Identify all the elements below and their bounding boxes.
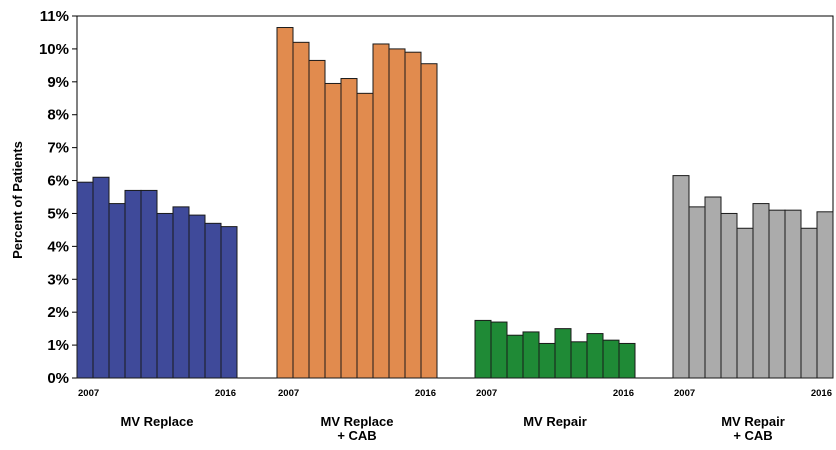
y-axis-title: Percent of Patients — [10, 141, 25, 259]
bar — [474, 319, 492, 379]
bar — [92, 176, 110, 379]
bar — [538, 342, 556, 379]
bar — [800, 227, 818, 379]
y-tick-label: 11% — [40, 8, 69, 25]
bar — [340, 78, 358, 379]
group-label-line: MV Repair — [523, 414, 587, 429]
bar — [506, 334, 524, 379]
group-label: MV Replace + CAB — [321, 414, 394, 443]
x-year-end-label: 2016 — [215, 388, 236, 399]
bar — [602, 339, 620, 379]
x-year-end-label: 2016 — [811, 388, 832, 399]
group-label-line: MV Replace — [321, 414, 394, 429]
bar — [204, 222, 222, 379]
x-year-start-label: 2007 — [476, 388, 497, 399]
bar — [618, 342, 636, 379]
y-tick-label: 4% — [47, 238, 69, 255]
bar — [388, 48, 406, 379]
x-year-end-label: 2016 — [613, 388, 634, 399]
group-label: MV Replace — [121, 414, 194, 429]
bar — [356, 92, 374, 379]
bar — [308, 59, 326, 379]
bar — [554, 328, 572, 379]
bar — [292, 41, 310, 379]
x-year-start-label: 2007 — [278, 388, 299, 399]
y-tick-label: 0% — [47, 370, 69, 387]
bar — [76, 181, 94, 379]
bar — [784, 209, 802, 379]
x-year-start-label: 2007 — [78, 388, 99, 399]
group-label-line: + CAB — [337, 428, 376, 443]
group-label-line: MV Replace — [121, 414, 194, 429]
bar — [672, 175, 690, 379]
bar — [752, 203, 770, 379]
bar — [586, 333, 604, 379]
bar — [490, 321, 508, 379]
bar — [816, 211, 834, 379]
y-tick-label: 8% — [47, 107, 69, 124]
bar — [704, 196, 722, 379]
y-tick-label: 5% — [47, 205, 69, 222]
group-label: MV Repair — [523, 414, 587, 429]
bar — [522, 331, 540, 379]
y-tick-label: 3% — [47, 271, 69, 288]
x-year-start-label: 2007 — [674, 388, 695, 399]
group-label: MV Repair + CAB — [721, 414, 785, 443]
bar — [720, 212, 738, 379]
bar — [172, 206, 190, 379]
y-tick-label: 10% — [39, 41, 69, 58]
group-label-line: MV Repair — [721, 414, 785, 429]
bar — [404, 51, 422, 379]
bar — [570, 341, 588, 379]
y-tick-label: 1% — [47, 337, 69, 354]
bar — [156, 212, 174, 379]
bars-layer — [76, 27, 834, 379]
bar — [372, 43, 390, 379]
bar — [124, 189, 142, 379]
axes-layer: 0% 1% 2% 3% 4% 5% 6% 7% 8% 9% 10% 11% — [39, 8, 834, 387]
y-tick-label: 9% — [47, 74, 69, 91]
bar — [140, 189, 158, 379]
y-tick-label: 2% — [47, 304, 69, 321]
bar — [688, 206, 706, 379]
bar — [420, 63, 438, 379]
bar — [324, 82, 342, 379]
bar — [276, 27, 294, 379]
bar — [220, 226, 238, 379]
bar — [188, 214, 206, 379]
y-tick-label: 7% — [47, 140, 69, 157]
labels-layer: Percent of Patients 2007 2016 MV Replace 20… — [10, 141, 832, 443]
y-tick-label: 6% — [47, 173, 69, 190]
bar — [768, 209, 786, 379]
group-label-line: + CAB — [733, 428, 772, 443]
bar — [736, 227, 754, 379]
x-year-end-label: 2016 — [415, 388, 436, 399]
bar — [108, 203, 126, 379]
